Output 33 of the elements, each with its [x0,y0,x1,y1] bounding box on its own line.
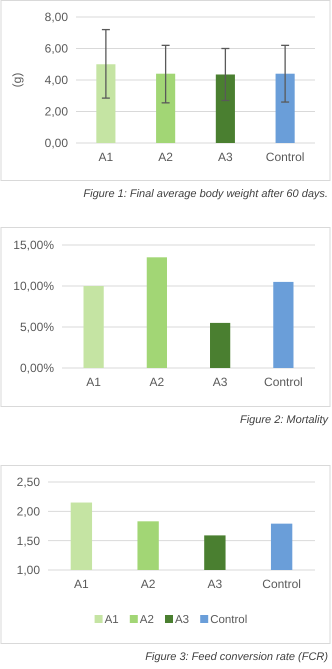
y-tick-label: 15,00% [13,238,54,252]
x-tick-label: A1 [86,375,102,389]
y-tick-label: 8,00 [44,10,68,24]
x-tick-label: A1 [74,577,90,591]
y-tick-label: 10,00% [13,279,54,294]
caption: Figure 1: Final average body weight after 60 days. [83,188,328,200]
y-tick-label: 2,00 [44,104,68,119]
x-tick-label: Control [266,150,304,164]
x-tick-label: A3 [208,577,223,591]
y-tick-label: 2,50 [16,475,40,490]
legend-label: A2 [140,614,154,626]
legend-label: Control [210,614,248,626]
y-tick-label: 6,00 [44,42,68,56]
y-tick-label: 1,50 [16,534,40,548]
caption: Figure 3: Feed conversion rate (FCR) [145,651,328,663]
y-axis-title: (g) [10,72,24,88]
y-tick-label: 1,00 [16,563,40,578]
caption: Figure 2: Mortality [240,414,330,426]
x-tick-label: Control [262,577,301,591]
y-tick-label: 4,00 [44,73,68,88]
y-tick-label: 5,00% [20,320,54,334]
y-tick-label: 2,00 [16,504,40,519]
legend-label: A1 [104,614,119,626]
x-tick-label: A1 [98,150,114,164]
x-tick-label: A3 [212,375,228,389]
x-tick-label: A2 [140,577,156,591]
legend-label: A3 [175,614,190,626]
x-tick-label: A2 [150,375,165,389]
x-tick-label: Control [264,375,303,389]
y-tick-label: 0,00 [44,136,68,150]
y-tick-label: 0,00% [20,361,54,376]
x-tick-label: A2 [158,150,174,164]
x-tick-label: A3 [218,150,234,164]
